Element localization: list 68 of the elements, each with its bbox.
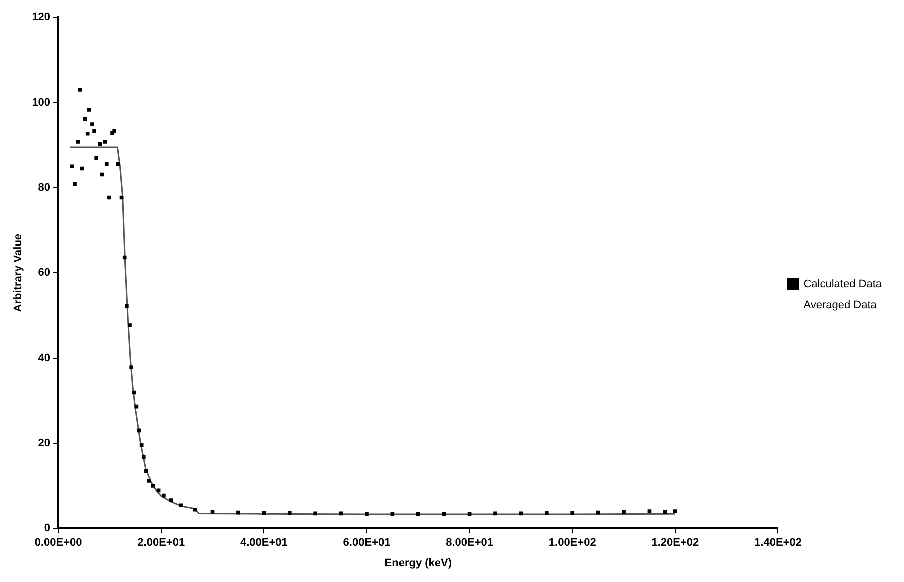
- point: [180, 504, 184, 508]
- point: [104, 162, 109, 166]
- point: [73, 182, 77, 186]
- point: [137, 428, 142, 433]
- point: [76, 140, 80, 144]
- y-tick-label: 20: [38, 437, 51, 450]
- x-tick-label: 0.00E+00: [34, 537, 82, 550]
- x-tick-label: 1.00E+02: [548, 537, 596, 550]
- point: [128, 324, 132, 328]
- point: [90, 122, 94, 126]
- point: [468, 512, 472, 516]
- point: [236, 510, 240, 515]
- text: Averaged Data: [804, 300, 878, 312]
- point: [663, 510, 668, 514]
- y-tick-label: 100: [32, 96, 51, 109]
- y-tick-label: 0: [44, 522, 51, 535]
- x-tick-label: 1.40E+02: [754, 537, 802, 550]
- point: [674, 510, 678, 514]
- point: [87, 108, 92, 112]
- point: [83, 117, 88, 122]
- point: [122, 256, 127, 260]
- point: [622, 510, 626, 514]
- point: [494, 512, 498, 516]
- point: [596, 510, 600, 515]
- point: [98, 142, 102, 146]
- x-tick-label: 2.00E+01: [138, 537, 186, 550]
- point: [147, 478, 151, 483]
- legend-label: Calculated Data: [804, 278, 883, 291]
- y-tick-label: 120: [32, 12, 51, 24]
- point: [70, 164, 74, 169]
- point: [365, 512, 369, 516]
- point: [144, 469, 148, 474]
- point: [116, 162, 120, 166]
- point: [648, 510, 652, 514]
- point: [110, 132, 114, 136]
- point: [108, 196, 112, 200]
- point: [94, 156, 99, 160]
- y-axis-title: Arbitrary Value: [12, 234, 25, 312]
- point: [151, 484, 156, 488]
- point: [570, 511, 575, 516]
- point: [140, 443, 144, 448]
- point: [78, 88, 82, 92]
- x-tick-label: 1.20E+02: [652, 537, 700, 550]
- point: [193, 508, 198, 512]
- point: [130, 366, 134, 370]
- point: [416, 512, 420, 516]
- point: [125, 304, 129, 308]
- point: [142, 455, 146, 459]
- x-tick-label: 4.00E+01: [240, 537, 288, 550]
- point: [169, 498, 174, 502]
- y-tick-label: 60: [38, 267, 51, 280]
- point: [390, 512, 395, 516]
- x-tick-label: 6.00E+01: [343, 537, 391, 550]
- point: [162, 494, 166, 498]
- y-tick-label: 80: [38, 182, 51, 194]
- point: [544, 511, 549, 516]
- point: [210, 510, 215, 514]
- x-tick-label: 8.00E+01: [446, 537, 494, 550]
- y-tick-label: 40: [38, 352, 51, 364]
- point: [103, 140, 108, 144]
- point: [92, 129, 96, 134]
- point: [112, 129, 116, 134]
- point: [442, 512, 446, 516]
- point: [288, 511, 292, 516]
- point: [314, 512, 318, 516]
- x-axis-title: Energy (keV): [384, 557, 452, 570]
- point: [86, 132, 90, 136]
- point: [132, 390, 136, 395]
